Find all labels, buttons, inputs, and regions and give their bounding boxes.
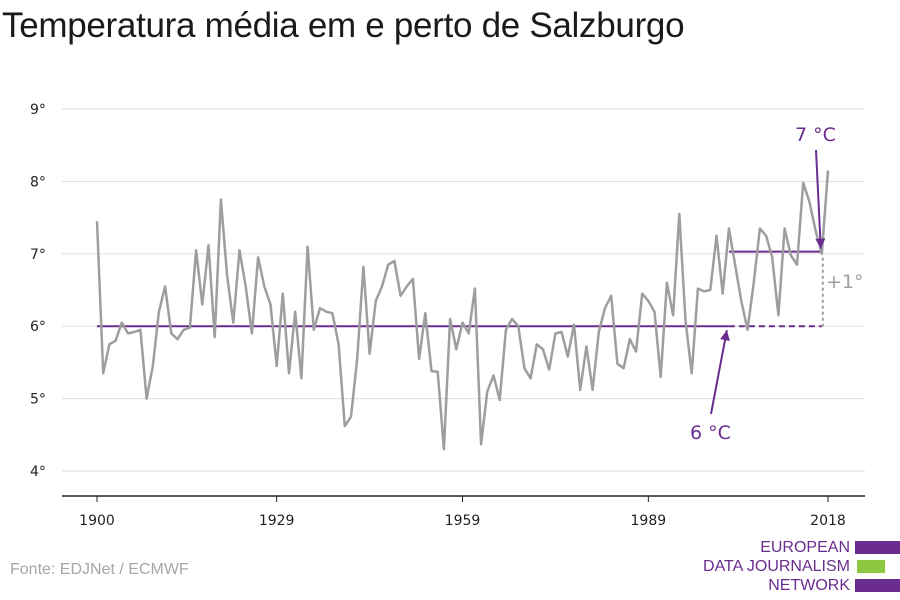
annotation-plus1-label: +1° xyxy=(826,271,864,293)
x-tick-label-1900: 1900 xyxy=(79,513,115,529)
x-tick-label-2018: 2018 xyxy=(810,513,846,529)
annotation-6c-label: 6 °C xyxy=(690,422,731,444)
y-tick-label-7: 7° xyxy=(30,247,46,263)
logo-bar-1 xyxy=(855,541,900,554)
x-tick-label-1989: 1989 xyxy=(631,513,667,529)
x-axis: 1900 1929 1959 1989 2018 xyxy=(62,495,865,529)
series-line-0 xyxy=(95,170,830,451)
y-tick-labels: 4° 5° 6° 7° 8° 9° xyxy=(30,102,46,480)
logo-line-3: NETWORK xyxy=(768,577,850,594)
edjnet-logo: EUROPEAN DATA JOURNALISM NETWORK xyxy=(690,538,900,596)
y-tick-label-5: 5° xyxy=(30,392,46,408)
arrow-to-7c xyxy=(815,149,826,249)
y-tick-label-9: 9° xyxy=(30,102,46,118)
x-tick-label-1929: 1929 xyxy=(259,513,295,529)
y-tick-label-6: 6° xyxy=(30,319,46,335)
logo-line-1: EUROPEAN xyxy=(760,539,850,556)
arrow-to-6c xyxy=(710,330,730,415)
gridlines xyxy=(62,108,865,472)
annotation-7c-label: 7 °C xyxy=(795,124,836,146)
y-tick-label-8: 8° xyxy=(30,174,46,190)
logo-bar-2 xyxy=(857,560,885,573)
y-tick-label-4: 4° xyxy=(30,464,46,480)
chart-title: Temperatura média em e perto de Salzburg… xyxy=(2,6,685,45)
reference-lines xyxy=(97,250,824,328)
logo-line-2: DATA JOURNALISM xyxy=(703,558,850,575)
x-tick-label-1959: 1959 xyxy=(445,513,481,529)
logo-bar-3 xyxy=(855,579,900,592)
source-credit: Fonte: EDJNet / ECMWF xyxy=(10,561,189,578)
annotations: 7 °C 6 °C +1° xyxy=(690,124,864,444)
series-lines xyxy=(95,170,830,451)
